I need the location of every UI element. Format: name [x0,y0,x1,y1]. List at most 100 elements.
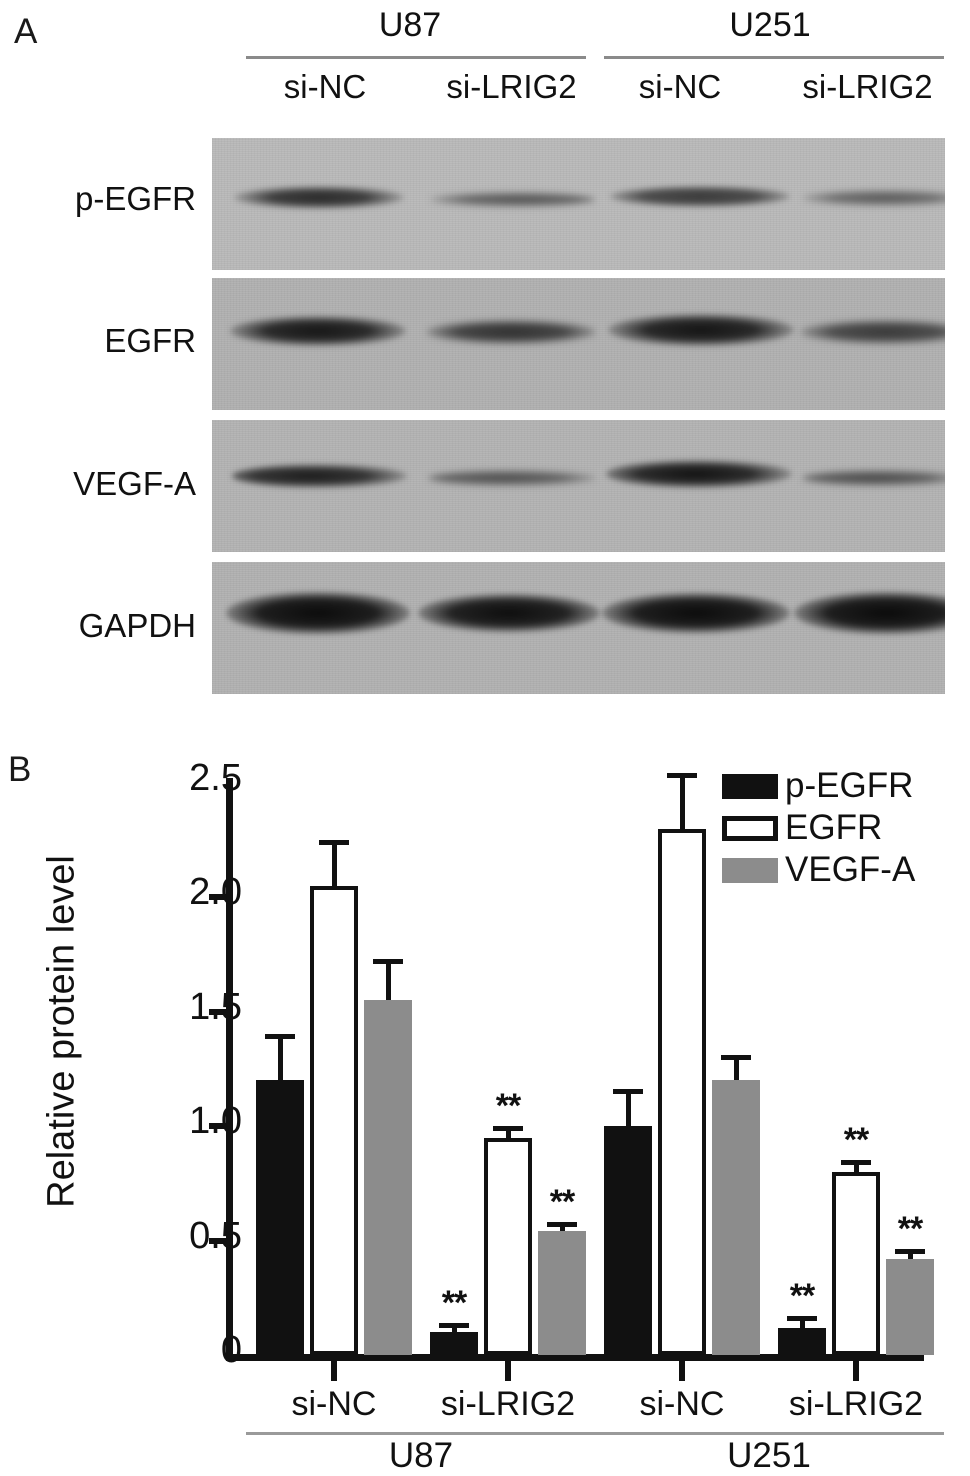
legend-item-vegf-a: VEGF-A [722,849,962,891]
blot-row-label-vegf-a: VEGF-A [73,465,196,502]
error-bar-egfr-group4 [854,1165,859,1172]
y-axis-title: Relative protein level [40,855,83,1208]
x-axis-group-label-1: si-NC [291,1385,377,1423]
significance-marker-p-egfr-group4: ** [789,1276,815,1315]
error-cap-p-egfr-group3 [613,1089,643,1095]
x-axis-group-label-4: si-LRIG2 [788,1385,924,1423]
y-tick-label-0: 0 [220,1329,242,1371]
significance-marker-p-egfr-group2: ** [441,1283,467,1322]
error-cap-vegf-a-group2 [547,1221,577,1227]
error-cap-vegf-a-group4 [895,1249,925,1255]
error-bar-vegf-a-group2 [560,1226,565,1232]
blot-lane-label-2: si-LRIG2 [446,68,577,105]
error-bar-p-egfr-group3 [626,1094,631,1127]
error-cap-p-egfr-group2 [439,1322,469,1328]
significance-marker-egfr-group4: ** [843,1121,869,1160]
blot-band-egfr-lane2 [426,320,596,344]
chart-plot-area: ** ** ** ** ** ** [232,773,934,1355]
blot-membrane-egfr [212,278,945,410]
panel-b-bar-chart: B Relative protein level 0 0.5 1.0 1.5 2.0 2.… [0,720,970,1476]
error-cap-egfr-group1 [319,839,349,845]
blot-header-rule-u87 [246,56,586,59]
legend-swatch-p-egfr [722,773,778,799]
panel-a-western-blot: A U87 U251 si-NC si-LRIG2 si-NC si-LRIG2… [0,0,970,720]
y-tick-1.5 [209,1008,233,1015]
x-tick-group2 [505,1361,511,1381]
y-tick-label-1.0: 1.0 [189,1100,242,1143]
blot-band-egfr-lane1 [230,316,406,346]
blot-row-label-p-egfr: p-EGFR [74,180,196,217]
bar-vegf-a-group1 [364,1000,412,1355]
x-axis-group-label-3: si-NC [639,1385,725,1423]
y-tick-0.5 [209,1237,233,1244]
blot-cellline-header-u251: U251 [729,6,811,44]
blot-band-vegf-a-lane2 [428,470,596,486]
blot-band-egfr-lane4 [800,320,945,344]
bar-egfr-group1 [310,885,358,1355]
x-axis-cellline-rule-u87 [246,1432,596,1435]
blot-lane-label-4: si-LRIG2 [802,68,933,105]
bar-vegf-a-group2 [538,1231,586,1355]
error-bar-p-egfr-group1 [278,1039,283,1081]
x-tick-group3 [679,1361,685,1381]
blot-band-p-egfr-lane3 [610,186,790,207]
bar-p-egfr-group1 [256,1080,304,1355]
blot-header-rule-u251 [604,56,944,59]
bar-p-egfr-group4 [778,1327,826,1355]
error-cap-egfr-group4 [841,1160,871,1166]
x-axis-line [226,1354,924,1361]
legend-label-egfr: EGFR [785,808,883,847]
blot-band-p-egfr-lane4 [802,190,945,206]
legend-item-egfr: EGFR [722,807,962,849]
blot-band-p-egfr-lane1 [234,186,404,209]
error-bar-egfr-group1 [332,844,337,886]
blot-lane-label-1: si-NC [283,68,367,105]
blot-band-vegf-a-lane1 [232,464,407,488]
y-tick-label-2.0: 2.0 [189,871,242,914]
error-bar-vegf-a-group3 [734,1059,739,1081]
bar-egfr-group2 [484,1137,532,1355]
y-tick-1.0 [209,1123,233,1130]
blot-membrane-p-egfr [212,138,945,270]
panel-b-letter: B [8,750,32,789]
significance-marker-vegf-a-group4: ** [897,1210,923,1249]
bar-egfr-group3 [658,828,706,1355]
blot-membrane-vegf-a [212,420,945,552]
y-tick-label-0.5: 0.5 [189,1214,242,1257]
y-tick-label-1.5: 1.5 [189,985,242,1028]
blot-band-gapdh-lane2 [418,594,600,632]
error-cap-p-egfr-group4 [787,1315,817,1321]
legend-item-p-egfr: p-EGFR [722,765,962,807]
legend-swatch-vegf-a [722,857,778,883]
x-axis-cellline-rule-u251 [594,1432,944,1435]
bar-vegf-a-group4 [886,1258,934,1355]
error-bar-p-egfr-group4 [800,1320,805,1328]
blot-row-label-gapdh: GAPDH [78,607,196,644]
legend-label-vegf-a: VEGF-A [785,850,916,889]
error-cap-vegf-a-group1 [373,958,403,964]
blot-band-egfr-lane3 [608,314,794,346]
x-tick-group4 [853,1361,859,1381]
y-axis-line [226,778,233,1360]
y-tick-label-2.5: 2.5 [189,757,242,799]
error-cap-vegf-a-group3 [721,1054,751,1060]
y-tick-2.0 [209,894,233,901]
x-tick-group1 [331,1361,337,1381]
blot-band-gapdh-lane3 [602,593,790,633]
x-axis-group-label-2: si-LRIG2 [440,1385,576,1423]
legend-swatch-egfr [722,815,778,841]
blot-membrane-gapdh [212,562,945,694]
blot-band-vegf-a-lane3 [606,460,792,488]
error-bar-egfr-group2 [506,1130,511,1138]
blot-band-p-egfr-lane2 [430,192,595,207]
legend-label-p-egfr: p-EGFR [785,766,914,805]
error-cap-egfr-group2 [493,1125,523,1131]
error-cap-egfr-group3 [667,773,697,779]
error-bar-vegf-a-group4 [908,1254,913,1259]
x-axis-cellline-label-u87: U87 [388,1436,454,1475]
significance-marker-vegf-a-group2: ** [549,1182,575,1221]
blot-lane-label-3: si-NC [638,68,722,105]
chart-legend: p-EGFR EGFR VEGF-A [722,765,962,891]
blot-band-vegf-a-lane4 [802,470,945,486]
blot-band-gapdh-lane4 [794,592,945,634]
